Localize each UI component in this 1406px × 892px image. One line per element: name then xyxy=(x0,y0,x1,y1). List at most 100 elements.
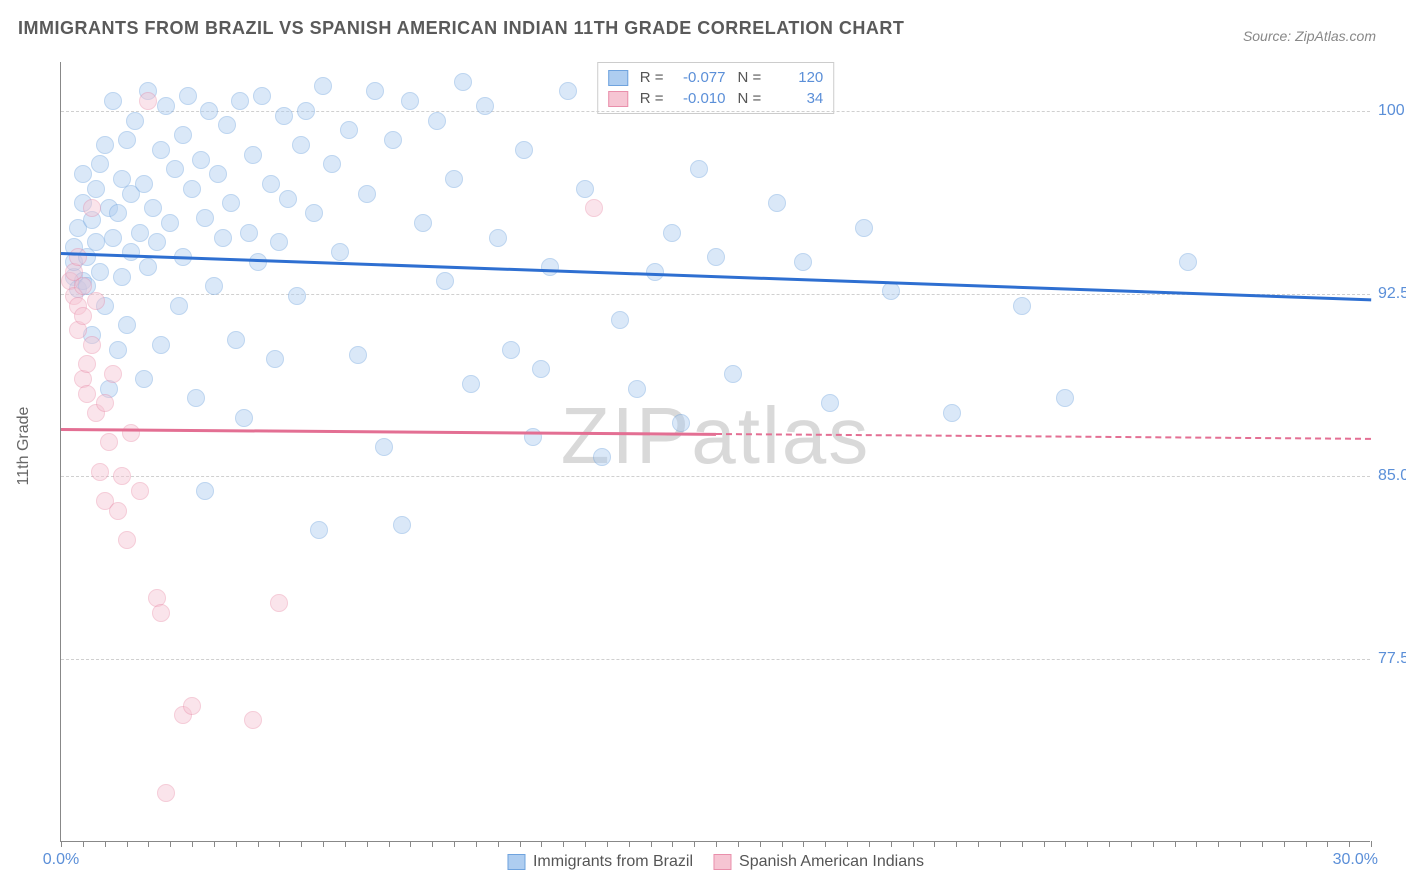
scatter-point xyxy=(690,160,708,178)
y-tick-label: 100.0% xyxy=(1378,102,1406,120)
scatter-point xyxy=(74,277,92,295)
scatter-point xyxy=(305,204,323,222)
scatter-point xyxy=(118,316,136,334)
x-tick xyxy=(1109,841,1110,847)
x-tick xyxy=(585,841,586,847)
x-tick xyxy=(1306,841,1307,847)
scatter-point xyxy=(663,224,681,242)
scatter-point xyxy=(192,151,210,169)
scatter-point xyxy=(292,136,310,154)
x-axis-min-label: 0.0% xyxy=(43,851,79,869)
legend-stat-row: R =-0.077N =120 xyxy=(608,67,824,88)
scatter-point xyxy=(187,389,205,407)
scatter-point xyxy=(135,175,153,193)
legend-stat-row: R =-0.010N =34 xyxy=(608,88,824,109)
scatter-point xyxy=(87,233,105,251)
scatter-point xyxy=(593,448,611,466)
scatter-point xyxy=(174,126,192,144)
scatter-point xyxy=(672,414,690,432)
scatter-point xyxy=(209,165,227,183)
x-tick xyxy=(498,841,499,847)
scatter-point xyxy=(1056,389,1074,407)
legend-n-value: 34 xyxy=(769,90,823,107)
scatter-point xyxy=(323,155,341,173)
x-tick xyxy=(1022,841,1023,847)
scatter-point xyxy=(196,482,214,500)
scatter-point xyxy=(161,214,179,232)
x-tick xyxy=(978,841,979,847)
scatter-point xyxy=(366,82,384,100)
scatter-point xyxy=(310,521,328,539)
scatter-point xyxy=(244,146,262,164)
scatter-point xyxy=(113,268,131,286)
scatter-point xyxy=(131,482,149,500)
scatter-point xyxy=(135,370,153,388)
scatter-point xyxy=(314,77,332,95)
x-tick xyxy=(694,841,695,847)
x-tick xyxy=(782,841,783,847)
scatter-point xyxy=(74,165,92,183)
scatter-point xyxy=(183,180,201,198)
x-tick xyxy=(1262,841,1263,847)
scatter-point xyxy=(384,131,402,149)
x-tick xyxy=(956,841,957,847)
scatter-point xyxy=(91,463,109,481)
scatter-point xyxy=(1179,253,1197,271)
scatter-point xyxy=(585,199,603,217)
scatter-point xyxy=(222,194,240,212)
scatter-point xyxy=(414,214,432,232)
x-tick xyxy=(279,841,280,847)
scatter-point xyxy=(244,711,262,729)
scatter-point xyxy=(109,204,127,222)
y-tick-label: 85.0% xyxy=(1378,467,1406,485)
scatter-point xyxy=(253,87,271,105)
x-tick xyxy=(1284,841,1285,847)
x-tick xyxy=(1371,841,1372,847)
scatter-point xyxy=(436,272,454,290)
scatter-point xyxy=(214,229,232,247)
x-tick xyxy=(1044,841,1045,847)
grid-line xyxy=(61,111,1370,112)
scatter-point xyxy=(183,697,201,715)
grid-line xyxy=(61,659,1370,660)
scatter-point xyxy=(157,97,175,115)
plot-area: ZIPatlas R =-0.077N =120R =-0.010N =34 0… xyxy=(60,62,1370,842)
x-tick xyxy=(913,841,914,847)
x-tick xyxy=(214,841,215,847)
scatter-point xyxy=(340,121,358,139)
scatter-point xyxy=(152,336,170,354)
scatter-point xyxy=(393,516,411,534)
legend-swatch xyxy=(507,854,525,870)
trend-line xyxy=(716,433,1371,440)
scatter-point xyxy=(78,355,96,373)
x-tick xyxy=(934,841,935,847)
scatter-point xyxy=(87,292,105,310)
chart-container: IMMIGRANTS FROM BRAZIL VS SPANISH AMERIC… xyxy=(0,0,1406,892)
x-tick xyxy=(672,841,673,847)
scatter-point xyxy=(445,170,463,188)
legend-n-label: N = xyxy=(738,69,762,86)
y-axis-label: 11th Grade xyxy=(15,407,33,486)
y-tick-label: 92.5% xyxy=(1378,285,1406,303)
legend-stats: R =-0.077N =120R =-0.010N =34 xyxy=(597,62,835,114)
scatter-point xyxy=(104,229,122,247)
x-axis-max-label: 30.0% xyxy=(1333,851,1378,869)
legend-series-label: Immigrants from Brazil xyxy=(533,853,693,871)
scatter-point xyxy=(109,341,127,359)
x-tick xyxy=(301,841,302,847)
x-tick xyxy=(803,841,804,847)
scatter-point xyxy=(1013,297,1031,315)
scatter-point xyxy=(349,346,367,364)
scatter-point xyxy=(78,385,96,403)
scatter-point xyxy=(541,258,559,276)
x-tick xyxy=(148,841,149,847)
x-tick xyxy=(192,841,193,847)
scatter-point xyxy=(205,277,223,295)
scatter-point xyxy=(240,224,258,242)
y-tick-label: 77.5% xyxy=(1378,650,1406,668)
legend-series-label: Spanish American Indians xyxy=(739,853,924,871)
scatter-point xyxy=(200,102,218,120)
scatter-point xyxy=(279,190,297,208)
legend-n-value: 120 xyxy=(769,69,823,86)
scatter-point xyxy=(131,224,149,242)
